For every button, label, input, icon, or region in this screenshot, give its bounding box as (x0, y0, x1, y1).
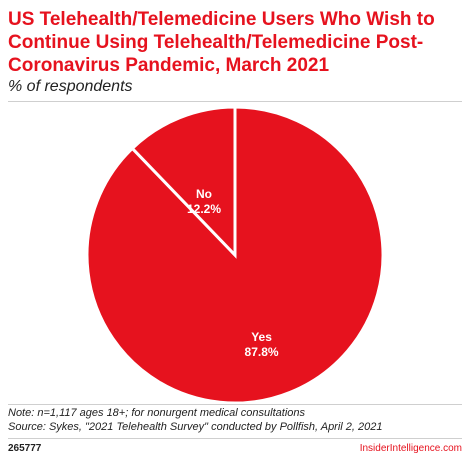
slice-label-no: No (196, 187, 212, 201)
slice-label-yes: Yes (251, 330, 272, 344)
chart-title: US Telehealth/Telemedicine Users Who Wis… (8, 9, 435, 76)
chart-id: 265777 (8, 443, 42, 454)
bottom-divider (8, 404, 462, 405)
top-divider (8, 101, 462, 102)
footer-divider (8, 438, 462, 439)
pie-slice-no (130, 105, 237, 259)
slice-value-yes: 87.8% (245, 345, 279, 359)
brand-link[interactable]: InsiderIntelligence.com (359, 443, 462, 454)
slice-value-no: 12.2% (187, 202, 221, 216)
chart-source: Source: Sykes, "2021 Telehealth Survey" … (8, 421, 383, 433)
chart-subtitle: % of respondents (8, 78, 133, 95)
chart-note: Note: n=1,117 ages 18+; for nonurgent me… (8, 407, 305, 419)
